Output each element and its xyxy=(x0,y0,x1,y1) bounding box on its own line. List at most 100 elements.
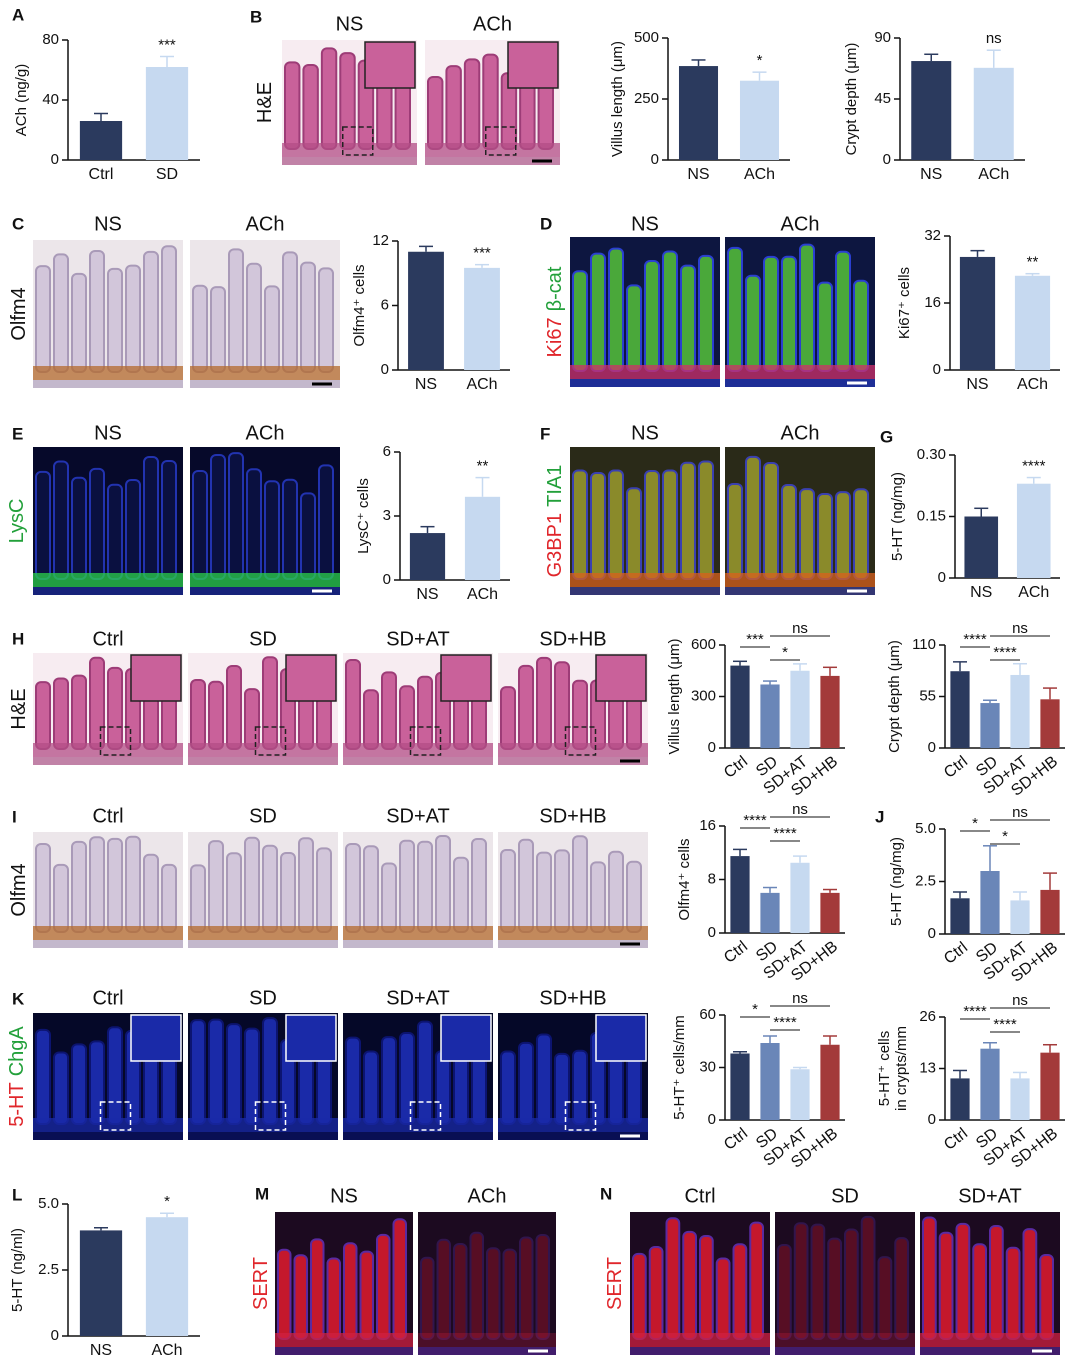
significance: **** xyxy=(1022,458,1046,475)
bar xyxy=(950,1078,970,1120)
panel-letter: C xyxy=(12,214,24,233)
villus xyxy=(53,253,69,374)
crypt-band xyxy=(570,573,720,587)
villus xyxy=(989,1224,1004,1340)
crypt-band xyxy=(33,573,183,587)
bar xyxy=(1010,674,1030,748)
villus xyxy=(698,254,714,372)
crypt-band xyxy=(725,365,875,379)
y-axis-label: LysC⁺ cells xyxy=(355,478,372,554)
villus xyxy=(89,250,105,373)
panel-letter: G xyxy=(880,427,893,446)
submucosa xyxy=(425,157,560,165)
inset xyxy=(285,1014,337,1062)
micrograph xyxy=(33,832,183,948)
submucosa xyxy=(188,1132,338,1140)
villus xyxy=(107,1026,123,1125)
y-tick-label: 3 xyxy=(383,507,391,524)
stain-label: 5-HT ChgA xyxy=(6,1026,28,1127)
x-tick-label: Ctrl xyxy=(721,938,751,967)
bar xyxy=(145,67,189,160)
submucosa xyxy=(725,379,875,387)
villus xyxy=(53,863,69,934)
villus xyxy=(536,1033,552,1126)
villus xyxy=(381,1036,397,1126)
crypt-band xyxy=(630,1333,770,1347)
submucosa xyxy=(418,1347,556,1355)
stain-word: Olfm4 xyxy=(8,863,30,916)
crypt-band xyxy=(498,743,648,757)
villus xyxy=(161,245,177,373)
villus xyxy=(590,472,606,580)
villus xyxy=(1022,1228,1038,1340)
column-header: SD+AT xyxy=(386,628,450,650)
villus xyxy=(763,462,779,581)
x-tick-label: Ctrl xyxy=(941,1125,971,1154)
micrograph xyxy=(570,237,720,387)
villus xyxy=(745,455,761,580)
villus xyxy=(359,1250,374,1341)
panel-letter: K xyxy=(12,989,25,1008)
inset-box xyxy=(409,726,442,756)
villus xyxy=(226,852,242,934)
submucosa xyxy=(725,587,875,595)
micrograph xyxy=(190,240,340,388)
villus xyxy=(554,661,570,751)
villus xyxy=(644,470,660,580)
y-tick-label: 0 xyxy=(51,151,59,168)
bar xyxy=(964,516,999,578)
micrograph xyxy=(418,1212,556,1355)
significance: * xyxy=(164,1193,170,1210)
villus xyxy=(53,460,69,581)
villus xyxy=(469,1231,484,1340)
y-tick-label: 6 xyxy=(381,296,389,313)
submucosa xyxy=(920,1347,1060,1355)
y-axis-label: Villus length (μm) xyxy=(666,639,683,755)
bar xyxy=(678,66,719,160)
villus xyxy=(318,267,334,374)
y-tick-label: 0 xyxy=(51,1327,59,1344)
villus xyxy=(435,835,451,934)
stain-word: G3BP1 xyxy=(544,513,566,577)
inset-box xyxy=(564,726,597,756)
x-tick-label: Ctrl xyxy=(721,753,751,782)
villus xyxy=(518,838,534,934)
panel-letter: A xyxy=(12,5,24,24)
submucosa xyxy=(343,1132,493,1140)
inset-box xyxy=(254,1101,287,1131)
crypt-band xyxy=(343,1118,493,1132)
inset xyxy=(285,654,337,702)
y-tick-label: 0 xyxy=(928,739,936,756)
column-header: Ctrl xyxy=(92,628,123,650)
column-header: SD xyxy=(249,805,277,827)
x-tick-label: NS xyxy=(966,376,988,393)
villus xyxy=(698,460,714,580)
villus xyxy=(89,467,105,581)
column-header: ACh xyxy=(781,422,820,444)
crypt-band xyxy=(188,926,338,940)
column-header: SD+HB xyxy=(539,987,606,1009)
y-tick-label: 500 xyxy=(634,29,659,46)
villus xyxy=(853,279,869,372)
micrograph xyxy=(282,40,417,165)
significance: * xyxy=(757,52,763,69)
significance: **** xyxy=(773,825,797,842)
villus xyxy=(572,469,588,581)
y-tick-label: 0 xyxy=(381,361,389,378)
bar xyxy=(1040,699,1060,748)
y-axis-label: 5-HT⁺ cells xyxy=(876,1031,893,1106)
y-tick-label: 16 xyxy=(924,294,941,311)
panel-letter: F xyxy=(540,424,550,443)
column-header: SD xyxy=(249,628,277,650)
villus xyxy=(665,1217,681,1340)
column-header: Ctrl xyxy=(92,805,123,827)
villus xyxy=(590,252,606,372)
y-axis-label: 5-HT (ng/mg) xyxy=(889,472,906,561)
bar xyxy=(1010,900,1030,934)
x-tick-label: SD xyxy=(156,166,178,183)
villus xyxy=(835,491,851,580)
column-header: SD+AT xyxy=(958,1185,1022,1207)
bar xyxy=(408,251,444,370)
villus xyxy=(35,265,51,374)
significance: ns xyxy=(792,801,808,818)
